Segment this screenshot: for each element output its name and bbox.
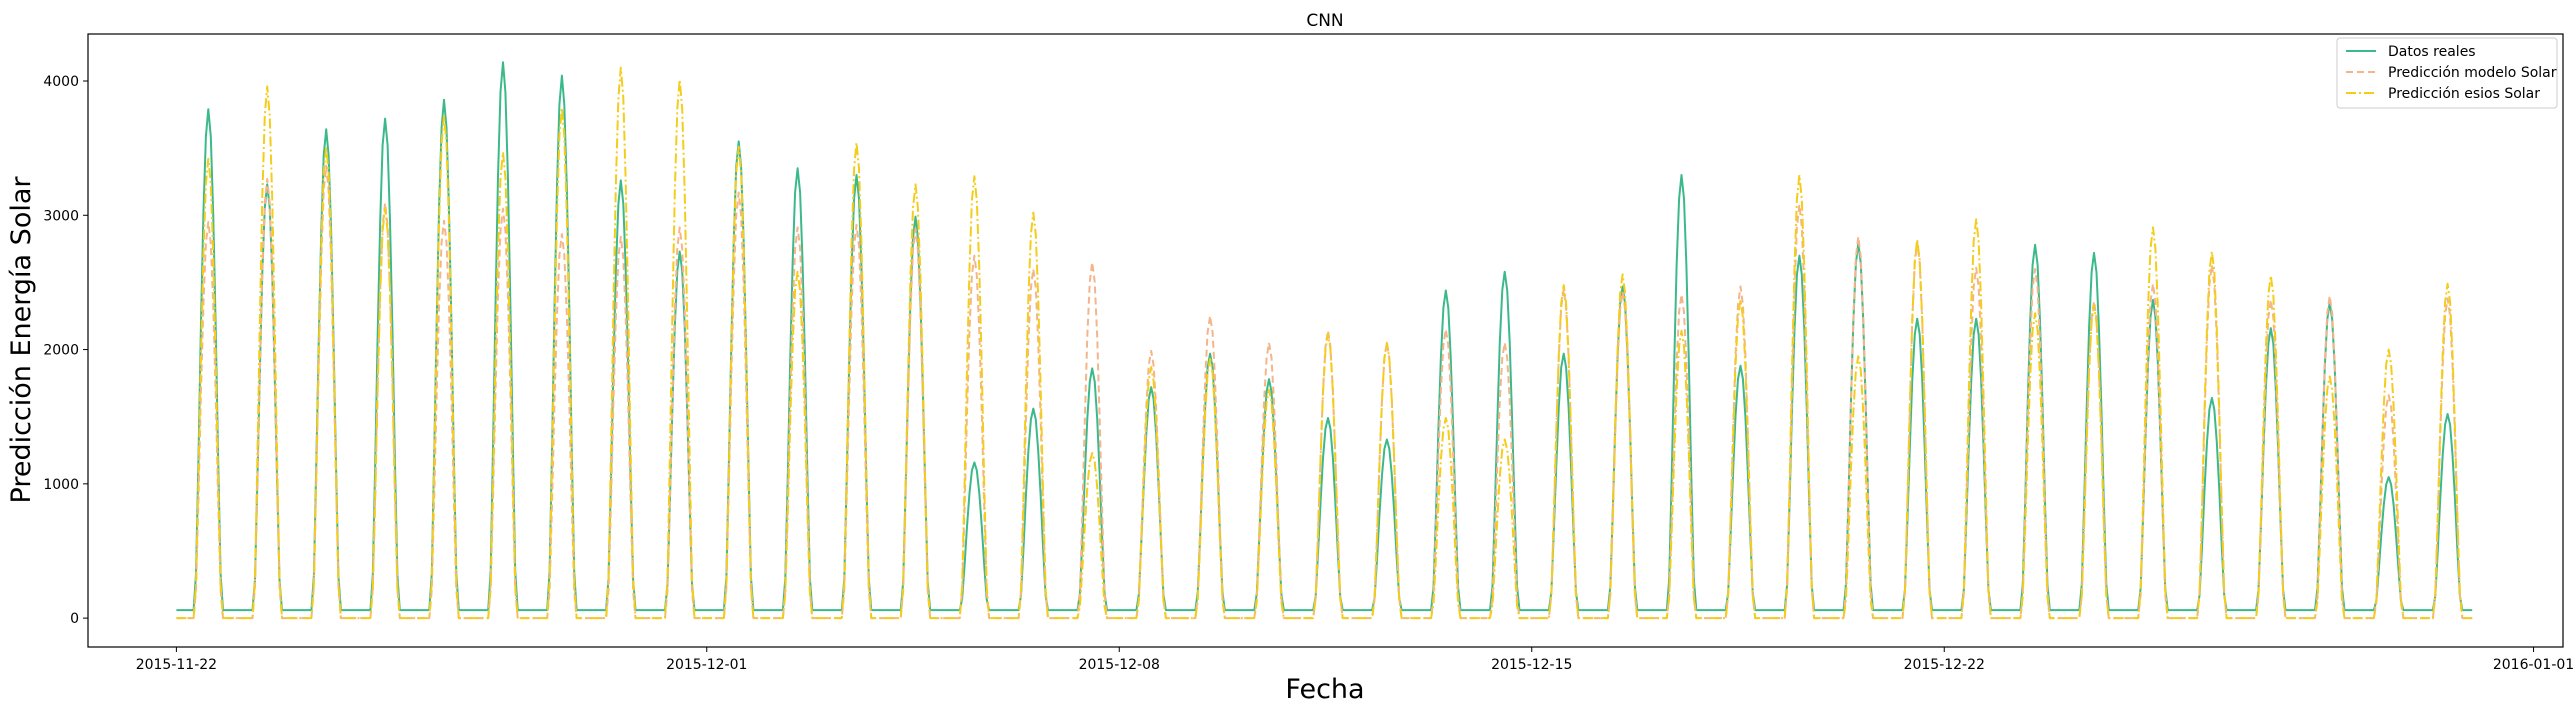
legend-label-prediccion-modelo: Predicción modelo Solar <box>2388 65 2557 81</box>
legend-entry-datos-reales: Datos reales <box>2346 44 2476 60</box>
y-tick-label: 2000 <box>43 343 79 359</box>
y-tick-label: 1000 <box>43 477 79 493</box>
plot-frame <box>87 33 2564 648</box>
chart-title: CNN <box>1306 11 1343 31</box>
y-tick-label: 4000 <box>43 74 79 90</box>
y-axis-ticks: 0 1000 2000 3000 4000 <box>43 74 88 627</box>
legend-entry-prediccion-esios: Predicción esios Solar <box>2346 86 2540 102</box>
legend: Datos reales Predicción modelo Solar Pre… <box>2336 37 2558 109</box>
x-axis-label: Fecha <box>1285 674 1364 705</box>
legend-label-prediccion-esios: Predicción esios Solar <box>2388 86 2540 102</box>
x-tick-label: 2015-12-08 <box>1079 657 1160 673</box>
x-tick-label: 2015-12-22 <box>1904 657 1985 673</box>
series-line-datos-reales <box>176 61 2473 612</box>
legend-entry-prediccion-modelo: Predicción modelo Solar <box>2346 65 2557 81</box>
x-axis-ticks: 2015-11-22 2015-12-01 2015-12-08 2015-12-15… <box>136 647 2574 673</box>
y-axis-label: Predicción Energía Solar <box>6 176 37 504</box>
legend-label-datos-reales: Datos reales <box>2388 44 2476 60</box>
x-tick-label: 2015-11-22 <box>136 657 217 673</box>
x-tick-label: 2015-12-15 <box>1491 657 1572 673</box>
legend-box <box>2336 37 2558 109</box>
plot-area: 2015-11-22 2015-12-01 2015-12-08 2015-12-15… <box>43 33 2574 673</box>
y-tick-label: 0 <box>70 611 79 627</box>
x-tick-label: 2016-01-01 <box>2493 657 2574 673</box>
series-layer <box>176 61 2473 620</box>
y-tick-label: 3000 <box>43 208 79 224</box>
x-tick-label: 2015-12-01 <box>666 657 747 673</box>
series-line-prediccion-esios-solar <box>176 66 2473 620</box>
